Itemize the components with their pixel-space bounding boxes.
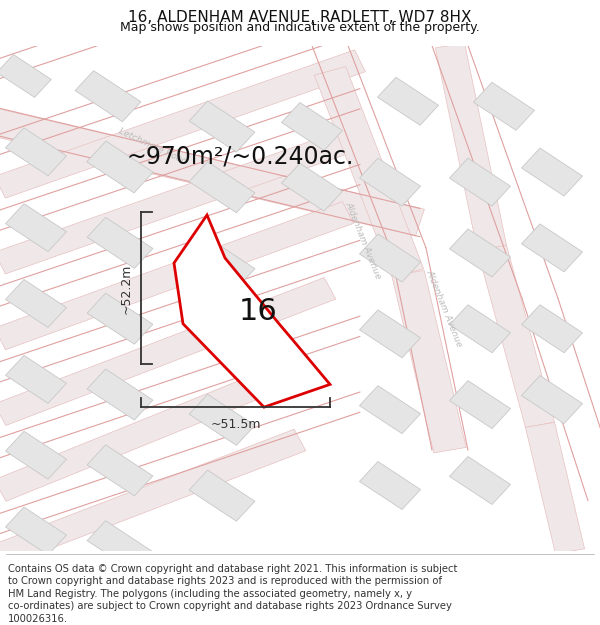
Polygon shape [449, 305, 511, 352]
Polygon shape [473, 82, 535, 130]
Polygon shape [526, 422, 584, 554]
Polygon shape [189, 162, 255, 212]
Polygon shape [392, 271, 466, 453]
Polygon shape [0, 54, 51, 98]
Polygon shape [87, 217, 153, 268]
Polygon shape [377, 78, 439, 125]
Polygon shape [359, 461, 421, 509]
Polygon shape [5, 431, 67, 479]
Polygon shape [521, 376, 583, 424]
Polygon shape [0, 126, 365, 274]
Text: Aldenham Avenue: Aldenham Avenue [424, 269, 464, 349]
Polygon shape [0, 103, 424, 236]
Polygon shape [0, 278, 336, 426]
Polygon shape [449, 158, 511, 206]
Polygon shape [5, 204, 67, 252]
Polygon shape [521, 224, 583, 272]
Polygon shape [174, 215, 330, 407]
Text: 16: 16 [239, 297, 277, 326]
Polygon shape [521, 148, 583, 196]
Text: ~51.5m: ~51.5m [210, 418, 261, 431]
Polygon shape [5, 279, 67, 328]
Polygon shape [87, 445, 153, 496]
Polygon shape [314, 67, 424, 278]
Polygon shape [359, 386, 421, 434]
Polygon shape [5, 507, 67, 555]
Polygon shape [359, 158, 421, 206]
Text: Aldenham Avenue: Aldenham Avenue [343, 201, 383, 280]
Text: ~52.2m: ~52.2m [119, 263, 133, 314]
Polygon shape [189, 394, 255, 446]
Text: to Crown copyright and database rights 2023 and is reproduced with the permissio: to Crown copyright and database rights 2… [8, 576, 442, 586]
Polygon shape [436, 44, 506, 250]
Polygon shape [0, 202, 353, 350]
Polygon shape [521, 305, 583, 352]
Polygon shape [87, 369, 153, 420]
Text: 100026316.: 100026316. [8, 614, 68, 624]
Polygon shape [449, 229, 511, 277]
Polygon shape [281, 102, 343, 151]
Polygon shape [449, 456, 511, 504]
Polygon shape [189, 101, 255, 152]
Text: Map shows position and indicative extent of the property.: Map shows position and indicative extent… [120, 21, 480, 34]
Polygon shape [87, 293, 153, 344]
Text: Letchmore Road: Letchmore Road [118, 127, 188, 166]
Polygon shape [0, 429, 306, 577]
Polygon shape [189, 470, 255, 521]
Text: co-ordinates) are subject to Crown copyright and database rights 2023 Ordnance S: co-ordinates) are subject to Crown copyr… [8, 601, 452, 611]
Polygon shape [189, 238, 255, 289]
Polygon shape [5, 356, 67, 403]
Polygon shape [5, 128, 67, 176]
Polygon shape [75, 71, 141, 122]
Polygon shape [359, 234, 421, 282]
Text: HM Land Registry. The polygons (including the associated geometry, namely x, y: HM Land Registry. The polygons (includin… [8, 589, 412, 599]
Polygon shape [0, 50, 365, 198]
Polygon shape [87, 141, 153, 193]
Text: Contains OS data © Crown copyright and database right 2021. This information is : Contains OS data © Crown copyright and d… [8, 564, 457, 574]
Polygon shape [87, 521, 153, 572]
Polygon shape [478, 245, 554, 428]
Text: 16, ALDENHAM AVENUE, RADLETT, WD7 8HX: 16, ALDENHAM AVENUE, RADLETT, WD7 8HX [128, 10, 472, 25]
Polygon shape [0, 354, 318, 501]
Text: ~970m²/~0.240ac.: ~970m²/~0.240ac. [127, 145, 353, 169]
Polygon shape [359, 310, 421, 358]
Polygon shape [281, 163, 343, 211]
Polygon shape [449, 381, 511, 429]
